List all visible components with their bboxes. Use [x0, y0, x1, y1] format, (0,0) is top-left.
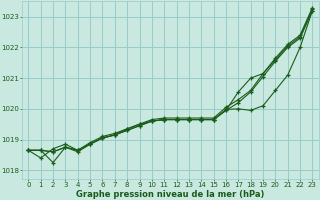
X-axis label: Graphe pression niveau de la mer (hPa): Graphe pression niveau de la mer (hPa): [76, 190, 265, 199]
